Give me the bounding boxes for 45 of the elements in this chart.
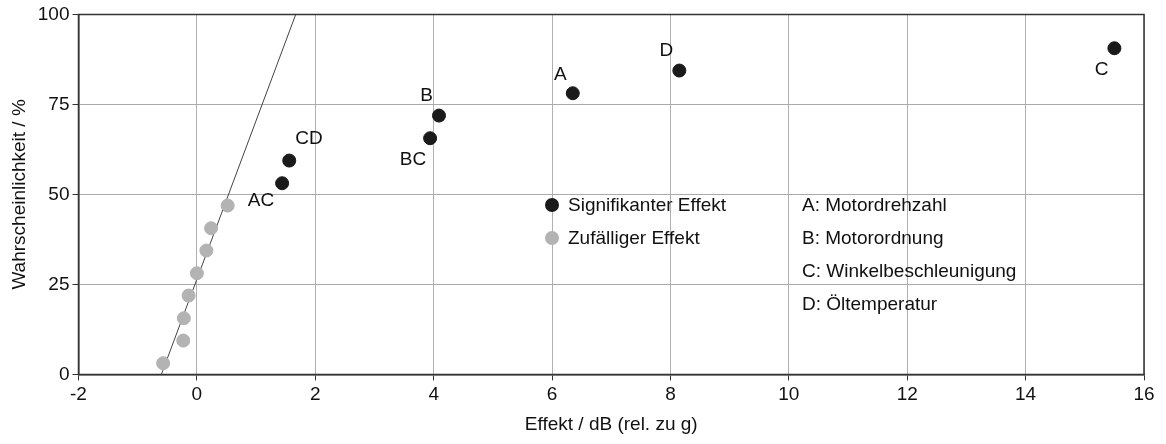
annotation: AC bbox=[247, 189, 275, 211]
annotation: B bbox=[420, 83, 433, 105]
point bbox=[423, 131, 438, 146]
annotation: BC bbox=[399, 148, 427, 170]
x-tick-label: 12 bbox=[896, 383, 918, 405]
point bbox=[156, 356, 171, 371]
x-tick-label: 8 bbox=[665, 383, 676, 405]
point bbox=[176, 333, 191, 348]
y-tick-label: 25 bbox=[48, 272, 70, 294]
x-tick-label: 4 bbox=[428, 383, 440, 405]
annotation: A bbox=[554, 63, 568, 85]
annotation: C bbox=[1094, 58, 1109, 80]
point bbox=[1107, 41, 1122, 56]
point bbox=[189, 266, 204, 281]
point bbox=[176, 311, 191, 326]
x-tick-label: -2 bbox=[70, 383, 87, 405]
x-tick-label: 16 bbox=[1133, 383, 1155, 405]
annotation: A: Motordrehzahl bbox=[802, 193, 948, 217]
y-tick-label: 0 bbox=[58, 362, 70, 384]
point bbox=[672, 63, 687, 78]
y-axis-title: Wahrscheinlichkeit / % bbox=[7, 99, 29, 290]
y-tick-label: 50 bbox=[48, 182, 70, 204]
annotation: D: Öltemperatur bbox=[802, 292, 939, 316]
point bbox=[204, 221, 219, 236]
annotation: C: Winkelbeschleunigung bbox=[802, 259, 1017, 283]
point bbox=[565, 86, 580, 101]
point bbox=[181, 288, 196, 303]
x-axis-title: Effekt / dB (rel. zu g) bbox=[524, 412, 698, 434]
legend-label: Zufälliger Effekt bbox=[568, 226, 700, 250]
point bbox=[432, 108, 446, 123]
y-tick-label: 75 bbox=[48, 92, 70, 114]
point bbox=[275, 176, 290, 191]
point bbox=[220, 198, 235, 213]
annotation: CD bbox=[295, 126, 323, 148]
x-tick-label: 10 bbox=[778, 383, 800, 405]
annotation: D bbox=[659, 38, 674, 60]
x-tick-label: 6 bbox=[546, 383, 558, 405]
point bbox=[282, 153, 297, 168]
annotation: B: Motorordnung bbox=[802, 226, 945, 250]
point bbox=[199, 243, 214, 258]
legend-label: Signifikanter Effekt bbox=[568, 193, 727, 217]
x-tick-label: 2 bbox=[309, 383, 321, 405]
x-tick-label: 0 bbox=[191, 383, 203, 405]
y-tick-label: 100 bbox=[37, 2, 70, 24]
x-tick-label: 14 bbox=[1015, 383, 1037, 405]
